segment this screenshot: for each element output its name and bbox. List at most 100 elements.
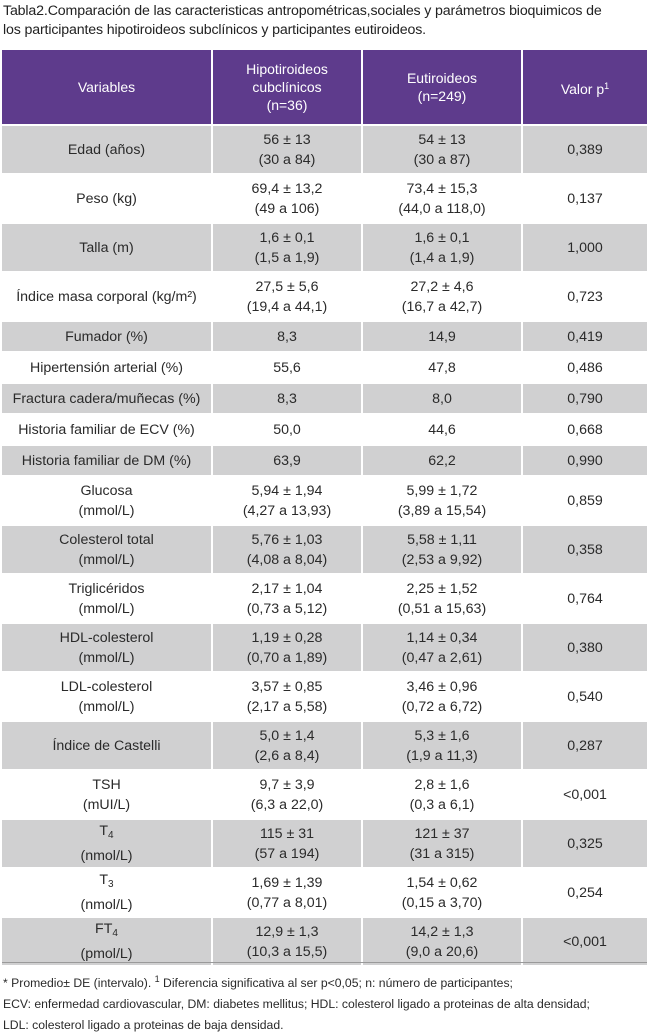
variable-cell: LDL-colesterol (mmol/L) [2,672,212,722]
hipo-value: 55,6 [211,352,362,384]
eu-range: (2,53 a 9,92) [401,551,483,568]
eu-range: (31 a 315) [409,845,475,862]
header-eu-n: (n=249) [417,88,467,104]
header-variables: Variables [2,50,212,126]
eu-mean: 14,2 ± 1,3 [410,923,474,940]
p-value: 0,325 [521,819,647,869]
eu-cell: 3,46 ± 0,96 (0,72 a 6,72) [361,672,522,722]
variable-subscript: 3 [108,879,114,890]
p-value: 0,389 [521,125,647,175]
p-value: 0,723 [521,272,647,322]
hipo-value: 8,3 [211,321,362,353]
hipo-mean: 5,76 ± 1,03 [251,531,323,548]
eu-cell: 27,2 ± 4,6 (16,7 a 42,7) [361,272,522,322]
hipo-range: (0,73 a 5,12) [246,600,328,617]
hipo-cell: 5,76 ± 1,03 (4,08 a 8,04) [211,525,362,575]
hipo-cell: 115 ± 31 (57 a 194) [211,819,362,869]
caption-line-1: Tabla2.Comparación de las caracteristica… [3,3,602,19]
hipo-value: 8,3 [211,383,362,415]
eu-value: 44,6 [361,414,522,446]
p-value: 0,419 [521,321,647,353]
table-row: Hipertensión arterial (%) 55,6 47,8 0,48… [2,352,647,384]
variable-label: Glucosa [80,482,133,499]
variable-cell: FT4 (pmol/L) [2,917,212,967]
hipo-mean: 1,69 ± 1,39 [251,874,323,891]
p-value: <0,001 [521,770,647,820]
hipo-cell: 56 ± 13 (30 a 84) [211,125,362,175]
variable-cell: T3 (nmol/L) [2,868,212,918]
eu-mean: 1,54 ± 0,62 [406,874,478,891]
hipo-range: (2,17 a 5,58) [246,698,328,715]
variable-unit: (mUI/L) [82,796,131,813]
hipo-mean: 9,7 ± 3,9 [259,776,315,793]
eu-range: (0,47 a 2,61) [401,649,483,666]
variable-cell: Triglicéridos (mmol/L) [2,574,212,624]
variable-unit: (mmol/L) [78,649,135,666]
table-bottom-rule [2,962,647,963]
hipo-range: (19,4 a 44,1) [246,298,328,315]
variable-subscript: 4 [112,928,118,939]
variable-cell: HDL-colesterol (mmol/L) [2,623,212,673]
hipo-mean: 1,19 ± 0,28 [251,629,323,646]
hipo-range: (0,77 a 8,01) [246,894,328,911]
hipo-cell: 69,4 ± 13,2 (49 a 106) [211,174,362,224]
hipo-cell: 2,17 ± 1,04 (0,73 a 5,12) [211,574,362,624]
hipo-mean: 2,17 ± 1,04 [251,580,323,597]
hipo-range: (6,3 a 22,0) [250,796,324,813]
eu-value: 62,2 [361,445,522,477]
hipo-cell: 27,5 ± 5,6 (19,4 a 44,1) [211,272,362,322]
eu-cell: 2,25 ± 1,52 (0,51 a 15,63) [361,574,522,624]
footnote-sup: 1 [154,974,160,984]
eu-cell: 5,58 ± 1,11 (2,53 a 9,92) [361,525,522,575]
table-row: Fumador (%) 8,3 14,9 0,419 [2,321,647,353]
table-row: HDL-colesterol (mmol/L) 1,19 ± 0,28 (0,70 … [2,623,647,673]
table-row: Talla (m) 1,6 ± 0,1 (1,5 a 1,9) 1,6 ± 0,1… [2,223,647,273]
hipo-range: (30 a 84) [258,151,316,168]
eu-cell: 54 ± 13 (30 a 87) [361,125,522,175]
hipo-range: (2,6 a 8,4) [254,747,320,764]
table-row: Edad (años) 56 ± 13 (30 a 84) 54 ± 13 (30 … [2,125,647,175]
table-row: FT4 (pmol/L) 12,9 ± 1,3 (10,3 a 15,5) 14,2… [2,917,647,967]
hipo-mean: 5,94 ± 1,94 [251,482,323,499]
hipo-mean: 1,6 ± 0,1 [259,229,315,246]
hipo-cell: 5,0 ± 1,4 (2,6 a 8,4) [211,721,362,771]
hipo-range: (49 a 106) [254,200,320,217]
variable-label: Triglicéridos [68,580,145,597]
eu-range: (30 a 87) [413,151,471,168]
header-valor-p-sup: 1 [604,80,610,91]
table-row: Fractura cadera/muñecas (%) 8,3 8,0 0,79… [2,383,647,415]
variable-cell: Glucosa (mmol/L) [2,476,212,526]
hipo-range: (1,5 a 1,9) [254,249,320,266]
eu-cell: 2,8 ± 1,6 (0,3 a 6,1) [361,770,522,820]
variable-unit: (mmol/L) [78,502,135,519]
table-row: TSH (mUI/L) 9,7 ± 3,9 (6,3 a 22,0) 2,8 ± 1… [2,770,647,820]
hipo-mean: 12,9 ± 1,3 [255,923,319,940]
eu-mean: 1,14 ± 0,34 [406,629,478,646]
variable-label: Historia familiar de ECV (%) [2,414,212,446]
table-header-row: Variables Hipotiroideos cubclínicos (n=3… [2,50,647,126]
variable-symbol: FT [95,921,113,937]
eu-mean: 5,58 ± 1,11 [407,531,477,548]
variable-cell: Edad (años) [2,125,212,175]
hipo-mean: 3,57 ± 0,85 [251,678,323,695]
table-row: Peso (kg) 69,4 ± 13,2 (49 a 106) 73,4 ± 1… [2,174,647,224]
eu-value: 8,0 [361,383,522,415]
table-row: Triglicéridos (mmol/L) 2,17 ± 1,04 (0,73 a… [2,574,647,624]
variable-symbol: T [99,872,109,888]
eu-mean: 1,6 ± 0,1 [414,229,470,246]
variable-cell: Colesterol total (mmol/L) [2,525,212,575]
variable-cell: T4 (nmol/L) [2,819,212,869]
variable-label: FT4 [5,919,208,944]
variable-label: Fumador (%) [2,321,212,353]
header-hipo-n: (n=36) [266,97,308,113]
variable-label: Hipertensión arterial (%) [2,352,212,384]
eu-range: (16,7 a 42,7) [401,298,483,315]
hipo-value: 50,0 [211,414,362,446]
hipo-mean: 69,4 ± 13,2 [251,180,323,197]
hipo-range: (10,3 a 15,5) [246,943,328,960]
eu-range: (1,9 a 11,3) [406,747,478,764]
caption-line-2: los participantes hipotiroideos subclíni… [3,22,426,38]
table-row: T4 (nmol/L) 115 ± 31 (57 a 194) 121 ± 37 (3… [2,819,647,869]
header-eutiroideos: Eutiroideos (n=249) [361,50,522,126]
p-value: 0,540 [521,672,647,722]
